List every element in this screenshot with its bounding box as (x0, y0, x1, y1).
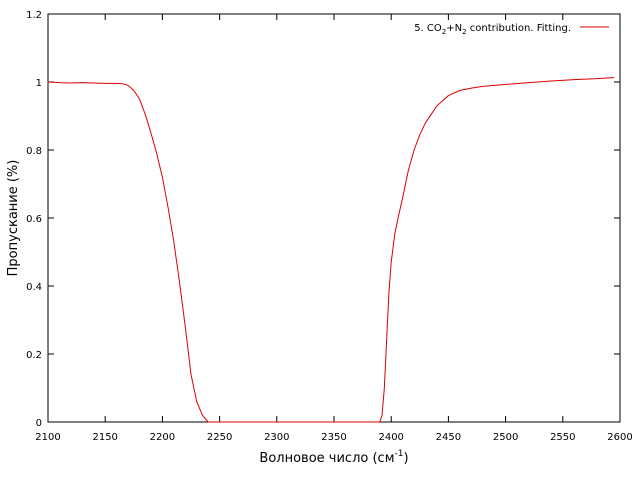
series-line (47, 77, 615, 423)
x-tick-labels: 2100 2150 2200 2250 2300 2350 2400 2450 2500 2550… (35, 432, 632, 443)
x-tick-label: 2250 (207, 432, 232, 443)
legend-label-part-3: contribution. Fitting. (467, 23, 571, 34)
x-tick-label: 2300 (264, 432, 289, 443)
x-tick-label: 2400 (378, 432, 403, 443)
legend: 5. CO2+N2 contribution. Fitting. (414, 23, 609, 36)
legend-label-subscript-1: 2 (442, 28, 446, 36)
x-tick-label: 2350 (321, 432, 346, 443)
x-axis-title-end: ) (403, 451, 408, 466)
x-tick-label: 2600 (607, 432, 632, 443)
legend-label-part-2: +N (446, 23, 462, 34)
axis-ticks (47, 13, 621, 423)
x-tick-label: 2150 (92, 432, 117, 443)
series-group (47, 77, 615, 423)
y-axis-title: Пропускание (%) (6, 160, 21, 277)
y-tick-label: 0.8 (26, 146, 42, 157)
legend-label: 5. CO2+N2 contribution. Fitting. (414, 23, 571, 36)
plot-frame (47, 13, 621, 423)
y-tick-label: 1 (36, 78, 42, 89)
series-points (47, 77, 615, 423)
y-tick-label: 0.2 (26, 350, 42, 361)
x-tick-label: 2450 (436, 432, 461, 443)
x-axis-title-main: Волновое число (см (259, 451, 394, 466)
x-tick-label: 2100 (35, 432, 60, 443)
x-tick-label: 2550 (550, 432, 575, 443)
x-axis-title-superscript: -1 (395, 449, 404, 459)
y-tick-label: 0.4 (26, 282, 42, 293)
legend-label-subscript-2: 2 (462, 28, 466, 36)
legend-label-part-1: 5. CO (414, 23, 442, 34)
y-tick-labels: 0 0.2 0.4 0.6 0.8 1 1.2 (26, 10, 42, 429)
x-tick-label: 2500 (493, 432, 518, 443)
y-tick-label: 1.2 (26, 10, 42, 21)
y-tick-label: 0 (36, 418, 42, 429)
x-tick-label: 2200 (150, 432, 175, 443)
x-axis-title: Волновое число (см-1) (259, 449, 408, 466)
y-tick-label: 0.6 (26, 214, 42, 225)
